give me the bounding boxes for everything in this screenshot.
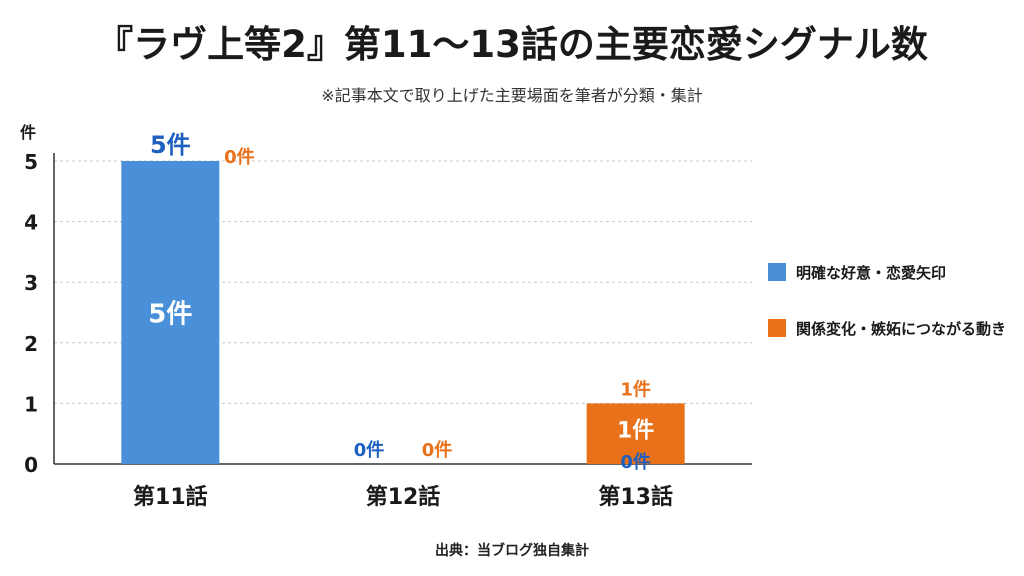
y-tick-label-3: 3 (24, 271, 38, 295)
data-label-2-series-0: 0件 (620, 451, 651, 473)
chart-legend: 明確な好意・恋愛矢印 関係変化・嫉妬につながる動き (768, 260, 1006, 372)
bar-inner-label-0-series-0: 5件 (148, 300, 192, 330)
legend-swatch-change (768, 319, 786, 337)
y-axis-unit-label: 件 (20, 123, 37, 142)
data-label-0-series-1: 0件 (224, 146, 255, 168)
legend-label-change: 関係変化・嫉妬につながる動き (796, 319, 1007, 338)
y-tick-label-0: 0 (24, 453, 38, 477)
legend-label-favor: 明確な好意・恋愛矢印 (796, 263, 947, 282)
bar-2-series-1 (586, 403, 685, 464)
legend-item-change: 関係変化・嫉妬につながる動き (768, 316, 1006, 340)
data-label-1-series-0: 0件 (354, 439, 385, 461)
data-label-1-series-1: 0件 (422, 439, 453, 461)
y-tick-label-4: 4 (24, 211, 38, 235)
legend-item-favor: 明確な好意・恋愛矢印 (768, 260, 1006, 284)
x-tick-label-1: 第12話 (366, 484, 441, 510)
source-note: 出典：当ブログ独自集計 (435, 543, 589, 559)
y-tick-label-1: 1 (24, 392, 38, 416)
chart-subtitle: ※記事本文で取り上げた主要場面を筆者が分類・集計 (321, 86, 703, 105)
x-tick-label-2: 第13話 (598, 484, 673, 510)
y-tick-label-2: 2 (24, 332, 38, 356)
chart-title: 『ラヴ上等2』第11〜13話の主要恋愛シグナル数 (96, 23, 928, 66)
bar-inner-label-2-series-1: 1件 (617, 419, 654, 444)
data-label-2-series-1: 1件 (620, 378, 651, 400)
y-tick-label-5: 5 (24, 150, 38, 174)
data-label-0-series-0: 5件 (150, 131, 191, 159)
x-tick-label-0: 第11話 (133, 484, 208, 510)
legend-swatch-favor (768, 263, 786, 281)
bar-0-series-0 (121, 161, 220, 464)
